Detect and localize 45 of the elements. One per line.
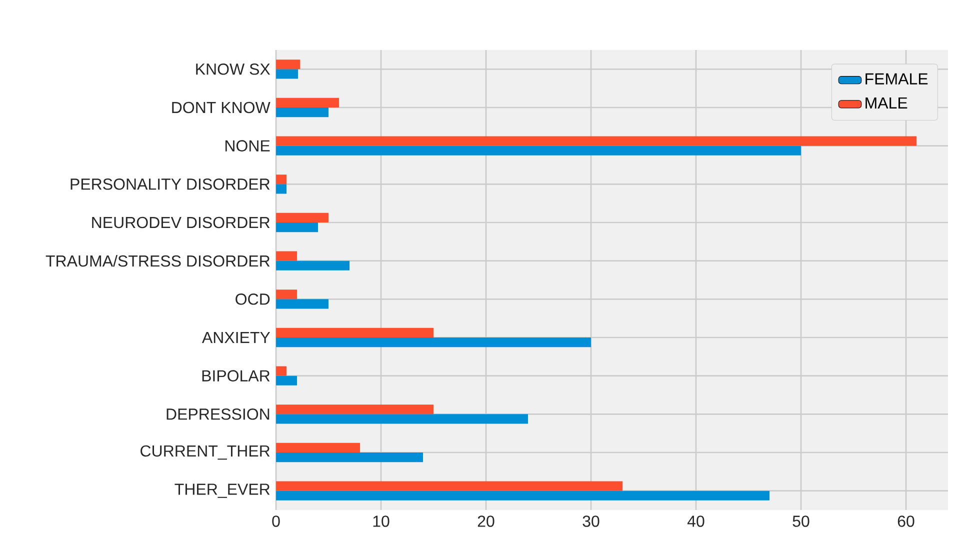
legend-label: FEMALE	[866, 73, 928, 84]
bar	[276, 328, 434, 338]
legend-label: MALE	[866, 97, 908, 108]
y-tick-label: CURRENT_THER	[140, 445, 270, 460]
x-tick-label: 10	[373, 516, 390, 527]
y-tick-label: PERSONALITY DISORDER	[70, 178, 270, 190]
bar	[276, 98, 340, 108]
bar	[276, 107, 328, 118]
x-tick-label: 20	[478, 516, 494, 527]
x-tick-label: 60	[898, 516, 914, 527]
y-tick-label: NEURODEV DISORDER	[92, 216, 270, 228]
y-tick-label: THER_EVER	[174, 484, 270, 498]
bar	[276, 299, 328, 309]
bar	[276, 414, 528, 424]
bar	[276, 376, 298, 386]
y-tick-label: ANXIETY	[202, 332, 270, 343]
x-tick-label: 50	[792, 516, 810, 527]
bar	[276, 366, 287, 376]
bar	[276, 222, 318, 232]
bar	[276, 69, 298, 79]
bar	[276, 404, 434, 414]
bar	[276, 212, 328, 222]
bar	[276, 490, 770, 500]
bar	[276, 452, 423, 462]
bar	[276, 146, 801, 156]
x-tick-label: 30	[582, 516, 600, 527]
bar	[276, 136, 916, 146]
x-tick-label: 0	[272, 516, 280, 527]
bar	[276, 184, 287, 194]
y-tick-label: KNOW SX	[196, 63, 270, 75]
y-tick-label: DONT KNOW	[172, 102, 270, 114]
y-tick-label: BIPOLAR	[202, 370, 270, 382]
x-tick-label: 40	[687, 516, 704, 527]
bar	[276, 251, 298, 261]
y-tick-label: NONE	[225, 140, 270, 152]
bar	[276, 174, 287, 184]
bar	[276, 481, 622, 491]
bar	[276, 290, 298, 300]
bar	[276, 260, 350, 270]
bar	[276, 337, 591, 348]
bar	[276, 442, 360, 452]
y-tick-label: OCD	[236, 293, 270, 305]
y-tick-label: TRAUMA/STRESS DISORDER	[46, 254, 270, 267]
bar	[276, 60, 300, 70]
y-tick-label: DEPRESSION	[166, 408, 270, 420]
